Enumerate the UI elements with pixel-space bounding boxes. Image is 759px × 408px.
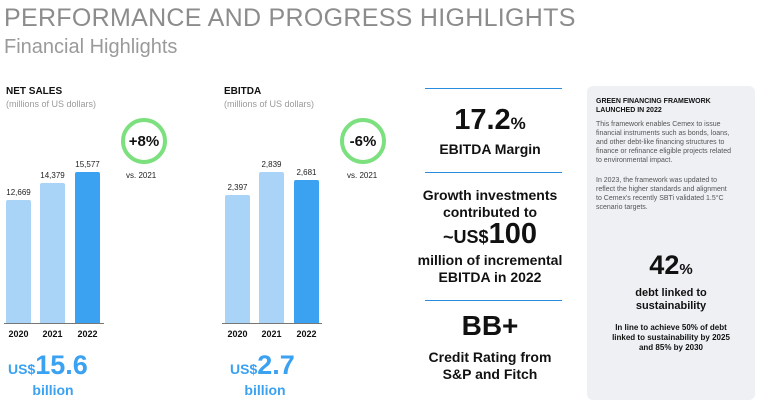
panel-kpi: 42% (587, 250, 755, 281)
net-sales-baseline (4, 323, 104, 324)
panel-text-line: to Cemex's recently SBTi validated 1.5°C (596, 195, 724, 202)
net-sales-bar-value-2022: 15,577 (75, 160, 100, 169)
ebitda-year-2020: 2020 (227, 329, 248, 339)
ebitda-bar-2022 (294, 180, 319, 323)
ebitda-bar-value-2021: 2,839 (261, 160, 282, 169)
panel-text-line: and other debt-like financing structures… (596, 139, 725, 146)
panel-kpi-note-line: and 85% by 2030 (638, 343, 704, 352)
credit-rating-line-1: Credit Rating from (428, 349, 552, 365)
net-sales-bar-value-2021: 14,379 (40, 171, 65, 180)
net-sales-bar-2020 (6, 200, 31, 323)
credit-rating-line-2: S&P and Fitch (442, 366, 538, 382)
ebitda-total: US$2.7 (230, 350, 295, 381)
panel-paragraph-2: In 2023, the framework was updated to re… (596, 176, 727, 212)
net-sales-year-2020: 2020 (8, 329, 29, 339)
ebitda-title: EBITDA (224, 86, 262, 97)
ebitda-bar-value-2022: 2,681 (296, 168, 317, 177)
net-sales-total-unit: billion (32, 382, 74, 398)
panel-kpi-note-line: linked to sustainability by 2025 (612, 333, 730, 342)
green-financing-panel (587, 86, 755, 400)
panel-kpi-pct: % (679, 261, 693, 278)
net-sales-subtitle: (millions of US dollars) (6, 99, 97, 109)
ebitda-bar-value-2020: 2,397 (227, 183, 248, 192)
net-sales-year-2022: 2022 (77, 329, 98, 339)
panel-text-line: scenario targets. (596, 204, 648, 211)
ebitda-margin-value: 17.2 (454, 104, 511, 136)
net-sales-total: US$15.6 (8, 350, 88, 381)
ebitda-bar-2021 (259, 172, 284, 323)
ebitda-year-2021: 2021 (261, 329, 282, 339)
growth-amount: ~US$100 (400, 218, 580, 251)
ebitda-comparison: vs. 2021 (347, 171, 378, 180)
page-subtitle: Financial Highlights (4, 36, 178, 58)
panel-text-line: In 2023, the framework was updated to (596, 177, 718, 184)
growth-prefix: ~US$ (443, 227, 489, 247)
net-sales-total-value: 15.6 (35, 350, 88, 380)
panel-kpi-label-line: sustainability (635, 300, 707, 312)
divider (425, 172, 562, 173)
divider (425, 88, 562, 89)
panel-kpi-note: In line to achieve 50% of debt linked to… (587, 323, 755, 353)
credit-rating-value: BB+ (461, 310, 519, 341)
net-sales-year-2021: 2021 (42, 329, 63, 339)
divider (425, 300, 562, 301)
panel-title-line-1: GREEN FINANCING FRAMEWORK (596, 98, 711, 105)
growth-line-4: EBITDA in 2022 (438, 269, 542, 285)
panel-kpi-note-line: In line to achieve 50% of debt (615, 323, 727, 332)
panel-paragraph-1: This framework enables Cemex to issue fi… (596, 120, 731, 165)
page-title: PERFORMANCE AND PROGRESS HIGHLIGHTS (4, 4, 576, 32)
panel-kpi-value: 42 (649, 250, 680, 280)
growth-line-2: contributed to (442, 204, 538, 220)
panel-kpi-label-line: debt linked to (635, 287, 707, 299)
net-sales-bar-2021 (40, 183, 65, 323)
ebitda-total-prefix: US$ (230, 361, 258, 377)
ebitda-change-badge: -6% (340, 118, 386, 164)
ebitda-total-unit: billion (244, 382, 286, 398)
growth-line-1: Growth investments (422, 187, 558, 203)
panel-text-line: finance or refinance eligible projects r… (596, 148, 732, 155)
net-sales-bar-value-2020: 12,669 (6, 188, 31, 197)
ebitda-change-value: -6% (349, 132, 377, 150)
ebitda-total-value: 2.7 (257, 350, 295, 380)
panel-text-line: to environmental impact. (596, 157, 673, 164)
ebitda-margin-kpi: 17.2% (410, 104, 570, 137)
net-sales-change-value: +8% (128, 132, 160, 150)
panel-text-line: This framework enables Cemex to issue (596, 121, 721, 128)
ebitda-baseline (222, 323, 322, 324)
panel-title-line-2: LAUNCHED IN 2022 (596, 107, 662, 114)
ebitda-margin-pct: % (510, 114, 526, 133)
net-sales-change-badge: +8% (121, 118, 167, 164)
ebitda-margin-label: EBITDA Margin (439, 141, 541, 157)
net-sales-bar-2022 (75, 172, 100, 323)
ebitda-year-2022: 2022 (296, 329, 317, 339)
net-sales-total-prefix: US$ (8, 361, 36, 377)
net-sales-title: NET SALES (6, 86, 63, 97)
panel-text-line: reflect the higher standards and alignme… (596, 186, 727, 193)
net-sales-comparison: vs. 2021 (126, 171, 157, 180)
panel-kpi-label: debt linked to sustainability (587, 287, 755, 313)
growth-line-3: million of incremental (417, 252, 563, 268)
ebitda-subtitle: (millions of US dollars) (224, 99, 315, 109)
ebitda-bar-2020 (225, 195, 250, 323)
growth-value: 100 (488, 218, 537, 250)
panel-text-line: financial instruments such as bonds, loa… (596, 130, 730, 137)
